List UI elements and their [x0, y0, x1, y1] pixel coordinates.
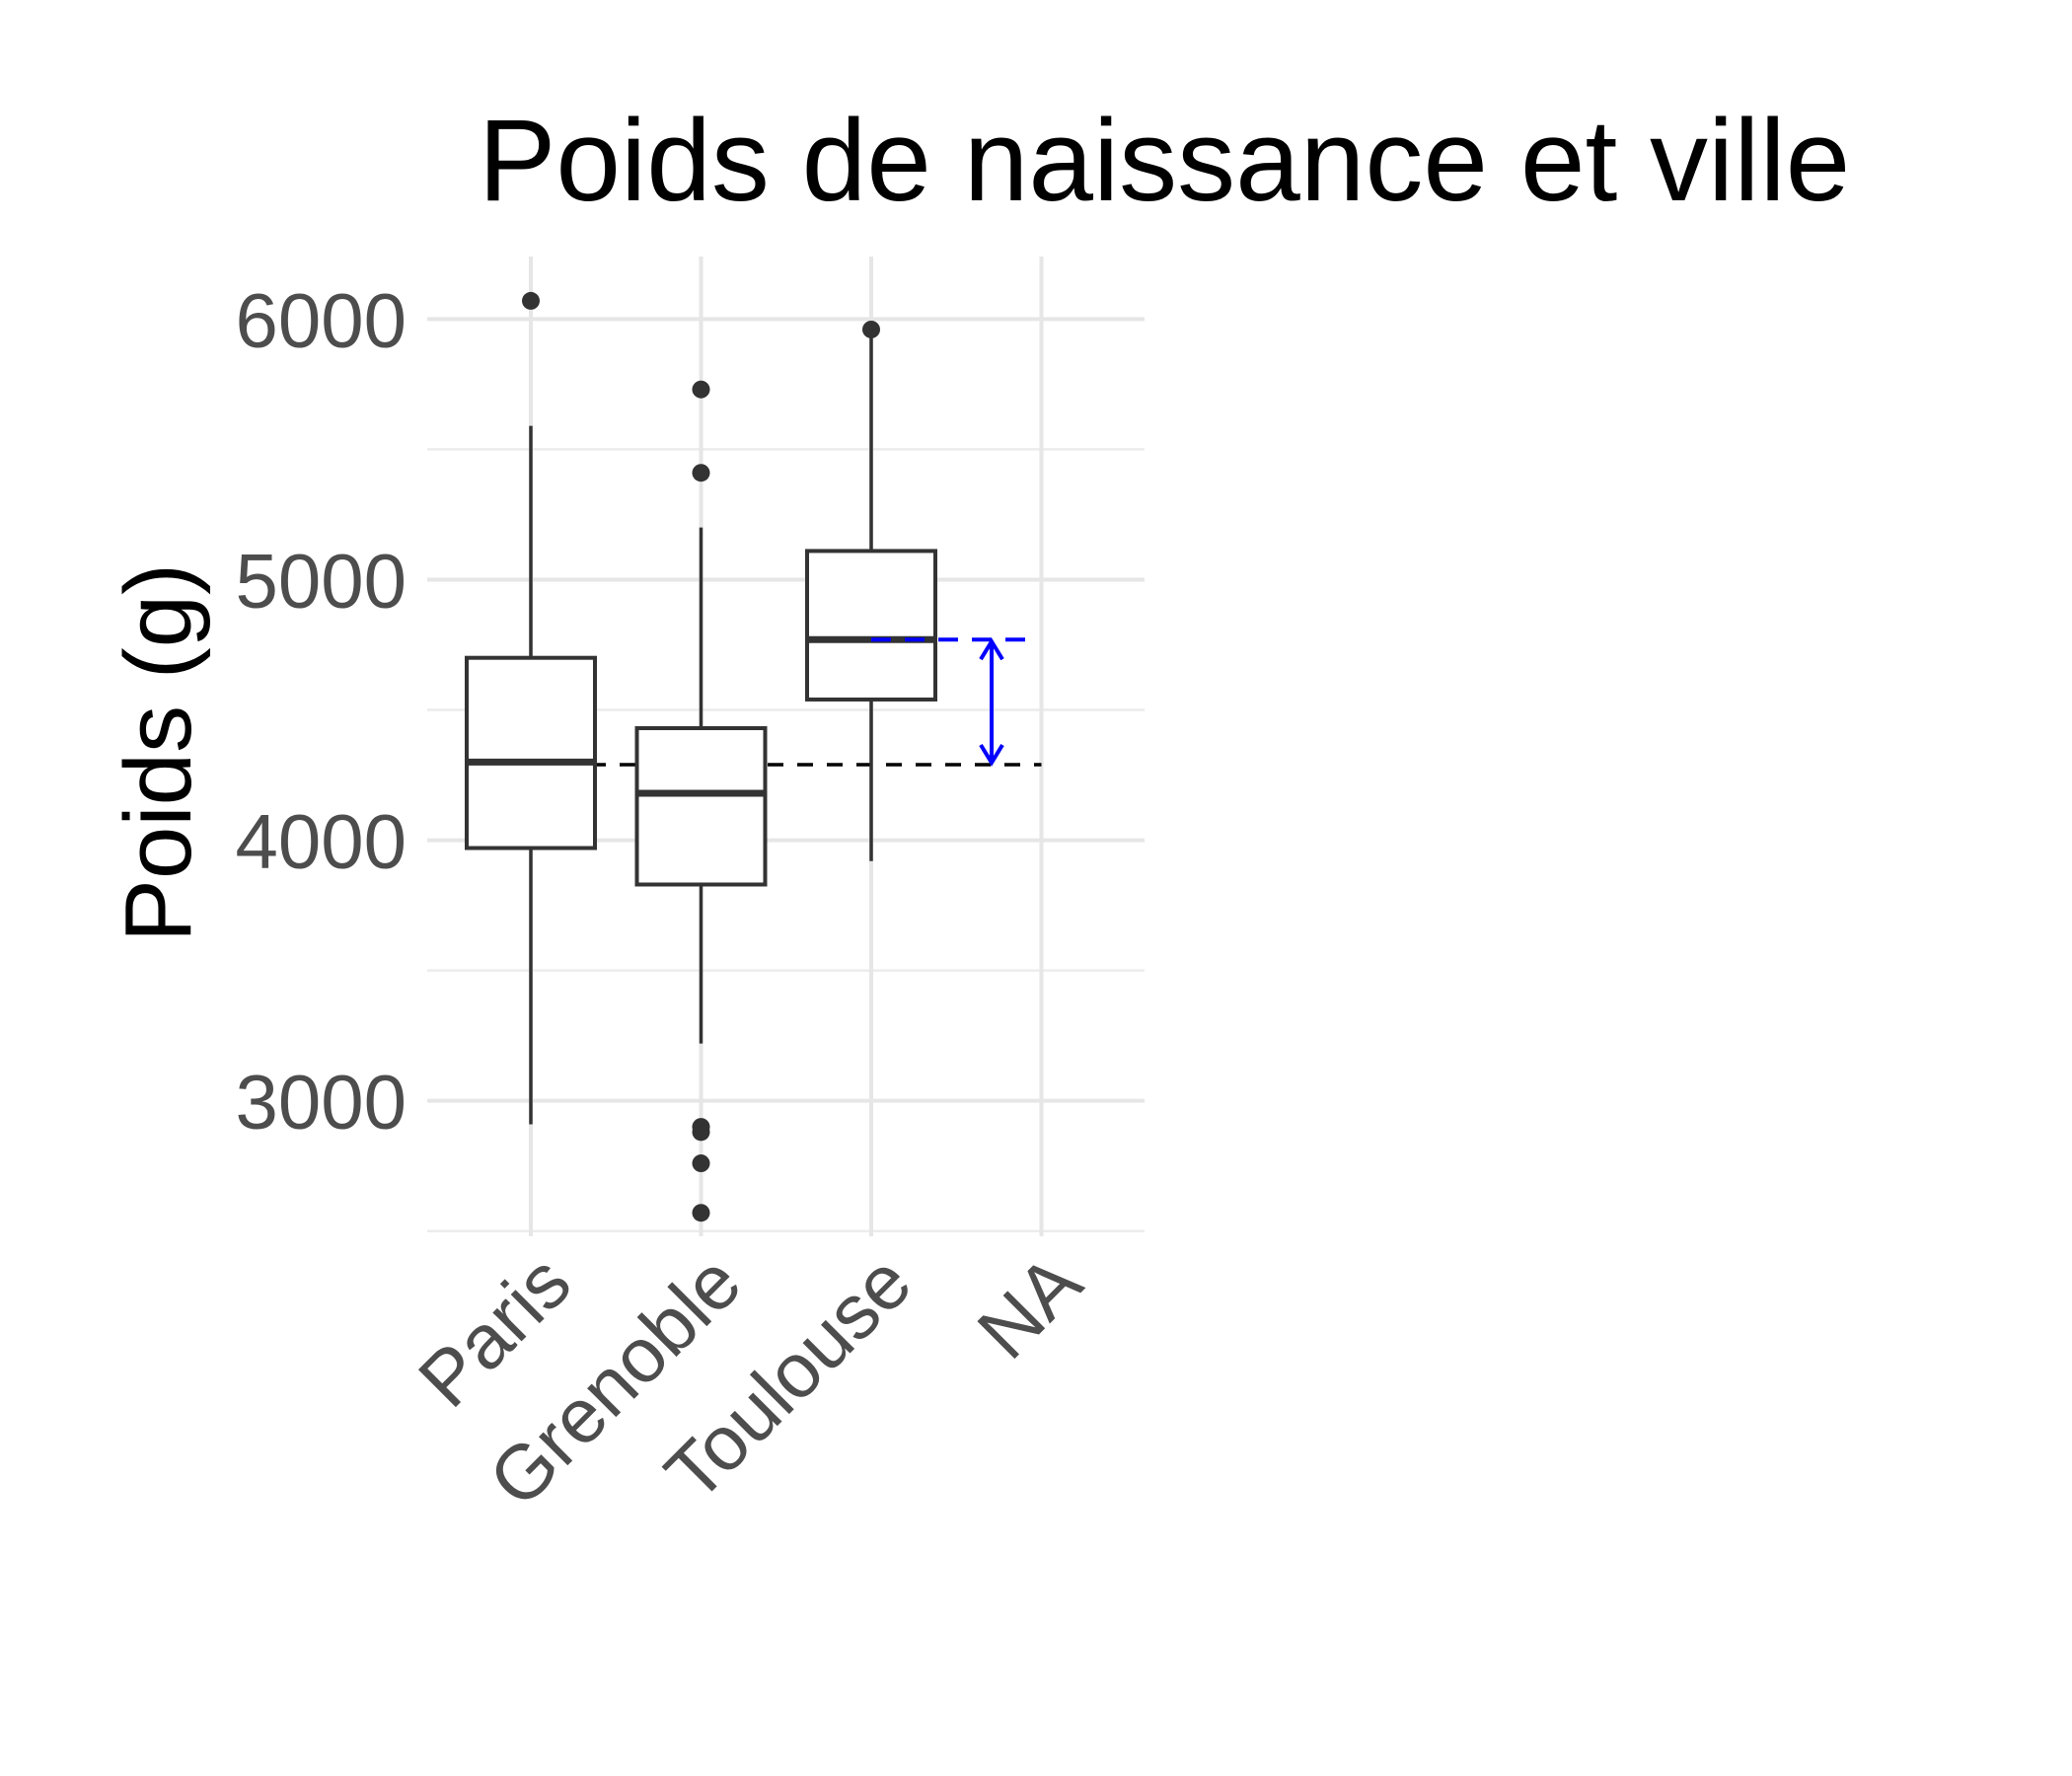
outlier-point — [693, 1123, 710, 1141]
box-iqr — [467, 658, 595, 849]
box-iqr — [637, 728, 766, 884]
y-tick-label: 4000 — [235, 798, 407, 885]
y-tick-label: 3000 — [235, 1059, 407, 1146]
y-axis-title: Poids (g) — [106, 563, 211, 942]
y-tick-label: 6000 — [235, 276, 407, 363]
outlier-point — [693, 1154, 710, 1172]
outlier-point — [862, 321, 880, 338]
outlier-point — [522, 292, 540, 310]
outlier-point — [693, 1204, 710, 1221]
y-tick-label: 5000 — [235, 537, 407, 624]
outlier-point — [693, 381, 710, 399]
outlier-point — [693, 464, 710, 481]
box-group-toulouse — [807, 321, 935, 861]
chart-title: Poids de naissance et ville — [479, 96, 1851, 226]
x-tick-label: NA — [961, 1238, 1098, 1375]
box-iqr — [807, 551, 935, 700]
